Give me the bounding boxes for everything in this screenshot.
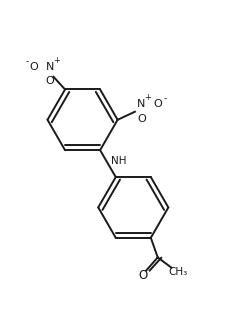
Text: O: O xyxy=(46,76,54,86)
Text: O: O xyxy=(153,99,162,109)
Text: O: O xyxy=(29,62,38,72)
Text: N: N xyxy=(137,99,145,109)
Text: -: - xyxy=(163,94,166,103)
Text: CH₃: CH₃ xyxy=(168,267,187,277)
Text: N: N xyxy=(46,62,54,72)
Text: -: - xyxy=(25,57,28,66)
Text: +: + xyxy=(53,56,60,65)
Text: NH: NH xyxy=(110,156,125,166)
Text: +: + xyxy=(144,93,151,102)
Text: O: O xyxy=(137,269,147,282)
Text: O: O xyxy=(136,114,145,124)
